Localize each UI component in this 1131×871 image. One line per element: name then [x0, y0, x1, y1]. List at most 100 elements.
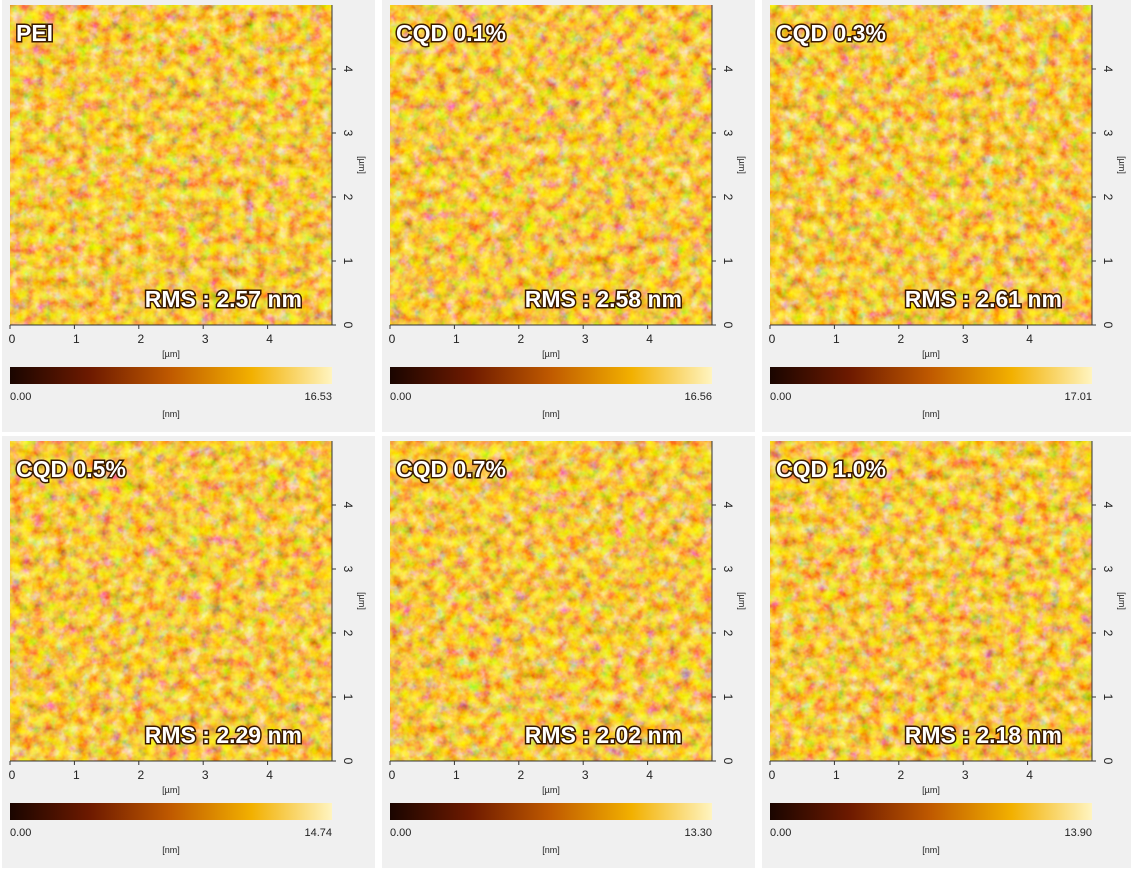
- y-unit: [µm]: [1117, 592, 1127, 610]
- y-tick-label: 1: [1101, 694, 1115, 701]
- x-tick-label: 1: [453, 768, 460, 782]
- y-tick-label: 4: [1101, 66, 1115, 73]
- x-tick-label: 2: [897, 768, 904, 782]
- colorbar-max: 14.74: [304, 827, 332, 839]
- y-unit: [µm]: [737, 156, 747, 174]
- x-tick-label: 1: [833, 332, 840, 346]
- colorbar-unit: [nm]: [922, 845, 940, 855]
- x-tick-label: 3: [962, 768, 969, 782]
- afm-image: [390, 5, 712, 325]
- y-tick-label: 4: [341, 502, 355, 509]
- afm-image: [10, 5, 332, 325]
- y-tick-label: 0: [1101, 322, 1115, 329]
- y-tick-label: 1: [721, 258, 735, 265]
- x-tick-label: 4: [266, 768, 273, 782]
- x-tick-label: 0: [9, 768, 16, 782]
- y-unit: [µm]: [1117, 156, 1127, 174]
- sample-label: CQD 1.0%: [776, 456, 886, 482]
- x-tick-label: 0: [389, 768, 396, 782]
- afm-image: [390, 441, 712, 761]
- rms-label: RMS : 2.57 nm: [145, 286, 302, 312]
- x-tick-label: 4: [646, 332, 653, 346]
- x-tick-label: 2: [137, 332, 144, 346]
- y-tick-label: 2: [1101, 630, 1115, 637]
- colorbar: [770, 803, 1092, 820]
- x-tick-label: 2: [897, 332, 904, 346]
- x-unit: [µm]: [542, 785, 560, 795]
- sample-label: CQD 0.1%: [396, 20, 506, 46]
- y-tick-label: 2: [721, 194, 735, 201]
- y-tick-label: 1: [341, 694, 355, 701]
- y-tick-label: 1: [1101, 258, 1115, 265]
- colorbar-min: 0.00: [390, 827, 411, 839]
- y-tick-label: 1: [341, 258, 355, 265]
- x-tick-label: 3: [202, 768, 209, 782]
- x-tick-label: 0: [9, 332, 16, 346]
- y-tick-label: 4: [1101, 502, 1115, 509]
- y-tick-label: 4: [721, 66, 735, 73]
- y-tick-label: 0: [721, 758, 735, 765]
- x-tick-label: 3: [202, 332, 209, 346]
- colorbar: [390, 803, 712, 820]
- x-tick-label: 1: [73, 768, 80, 782]
- y-tick-label: 3: [1101, 130, 1115, 137]
- colorbar-max: 16.53: [304, 391, 332, 403]
- x-tick-label: 4: [1026, 768, 1033, 782]
- y-tick-label: 2: [721, 630, 735, 637]
- y-tick-label: 3: [341, 130, 355, 137]
- colorbar-min: 0.00: [770, 827, 791, 839]
- x-unit: [µm]: [542, 349, 560, 359]
- x-tick-label: 3: [582, 332, 589, 346]
- colorbar-max: 13.90: [1064, 827, 1092, 839]
- sample-label: PEI: [16, 20, 53, 46]
- afm-image: [10, 441, 332, 761]
- figure: 0 1 2 3 4 0 1 2 3 4 [µm] [µm] 0.00 16.53 [nm] PEI RMS : …: [0, 0, 1131, 871]
- y-tick-label: 4: [721, 502, 735, 509]
- colorbar-max: 17.01: [1064, 391, 1092, 403]
- y-tick-label: 4: [341, 66, 355, 73]
- colorbar-max: 16.56: [684, 391, 712, 403]
- x-tick-label: 0: [389, 332, 396, 346]
- x-tick-label: 1: [833, 768, 840, 782]
- colorbar-unit: [nm]: [162, 845, 180, 855]
- sample-label: CQD 0.5%: [16, 456, 126, 482]
- rms-label: RMS : 2.61 nm: [905, 286, 1062, 312]
- y-tick-label: 0: [341, 758, 355, 765]
- colorbar: [770, 367, 1092, 384]
- x-tick-label: 3: [962, 332, 969, 346]
- colorbar-max: 13.30: [684, 827, 712, 839]
- x-tick-label: 2: [517, 768, 524, 782]
- colorbar-min: 0.00: [10, 827, 31, 839]
- rms-label: RMS : 2.18 nm: [905, 722, 1062, 748]
- rms-label: RMS : 2.02 nm: [525, 722, 682, 748]
- x-tick-label: 2: [517, 332, 524, 346]
- y-tick-label: 1: [721, 694, 735, 701]
- y-tick-label: 0: [1101, 758, 1115, 765]
- colorbar-min: 0.00: [390, 391, 411, 403]
- colorbar-min: 0.00: [10, 391, 31, 403]
- x-tick-label: 3: [582, 768, 589, 782]
- sample-label: CQD 0.3%: [776, 20, 886, 46]
- y-tick-label: 0: [341, 322, 355, 329]
- x-tick-label: 0: [769, 768, 776, 782]
- colorbar-min: 0.00: [770, 391, 791, 403]
- colorbar-unit: [nm]: [542, 409, 560, 419]
- x-tick-label: 4: [266, 332, 273, 346]
- colorbar: [10, 803, 332, 820]
- x-unit: [µm]: [922, 349, 940, 359]
- y-tick-label: 3: [721, 130, 735, 137]
- y-unit: [µm]: [737, 592, 747, 610]
- x-unit: [µm]: [162, 349, 180, 359]
- afm-image: [770, 441, 1092, 761]
- x-tick-label: 2: [137, 768, 144, 782]
- y-tick-label: 2: [341, 194, 355, 201]
- x-tick-label: 4: [1026, 332, 1033, 346]
- y-tick-label: 3: [341, 566, 355, 573]
- y-tick-label: 3: [721, 566, 735, 573]
